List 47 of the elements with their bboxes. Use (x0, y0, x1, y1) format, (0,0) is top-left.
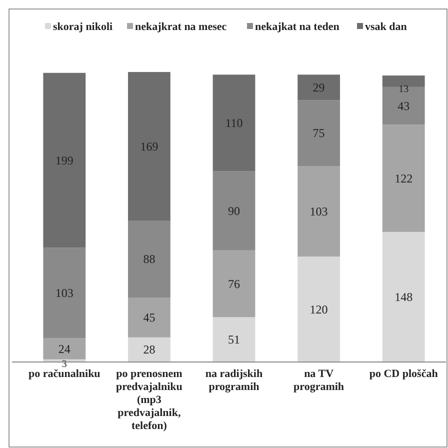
bar (212, 74, 256, 172)
x-tick-label: na radijskih programih (205, 368, 263, 393)
legend-label: nekajkrat na mesec (135, 21, 227, 33)
data-label: 43 (398, 98, 410, 113)
data-label: 75 (312, 126, 325, 140)
bar (382, 86, 425, 125)
data-label: 120 (310, 302, 328, 316)
data-label: 103 (55, 286, 74, 300)
data-label: 24 (58, 342, 70, 356)
bar (382, 232, 425, 362)
bar (128, 337, 170, 362)
data-label: 51 (228, 332, 240, 347)
data-label: 169 (140, 139, 158, 154)
data-label: 88 (143, 252, 156, 266)
x-tick-label: po prenosnem predvajalniku (mp3 predvajalnik, telefon) (116, 368, 182, 432)
data-label: 29 (312, 80, 325, 94)
data-label: 103 (310, 204, 328, 218)
data-label: 13 (398, 84, 409, 95)
bar (298, 166, 340, 257)
bar (382, 76, 425, 87)
data-label: 122 (394, 171, 413, 186)
bar (298, 256, 340, 362)
x-tick-label: na TV programih (294, 368, 344, 393)
bar (128, 298, 170, 338)
bar (298, 100, 340, 166)
bar (43, 72, 86, 248)
bar (43, 248, 86, 338)
data-label: 110 (225, 116, 243, 130)
bar (212, 171, 256, 250)
data-label: 45 (143, 310, 156, 325)
legend-label: skoraj nikoli (53, 21, 113, 33)
bar (128, 72, 170, 221)
bar (43, 338, 86, 360)
bar (212, 317, 256, 362)
bar (128, 220, 170, 298)
legend-label: vsak dan (365, 21, 407, 33)
data-label: 90 (228, 204, 240, 218)
legend-label: nekajkat na teden (255, 21, 340, 33)
data-label: 199 (55, 153, 74, 168)
bar (212, 250, 256, 318)
bar (298, 74, 340, 100)
x-tick-label: po računalniku (28, 368, 100, 380)
data-label: 28 (143, 342, 156, 357)
x-tick-label: po CD ploščah (369, 368, 438, 380)
bar (382, 124, 425, 232)
data-label: 76 (228, 276, 240, 291)
data-label: 148 (394, 290, 413, 304)
